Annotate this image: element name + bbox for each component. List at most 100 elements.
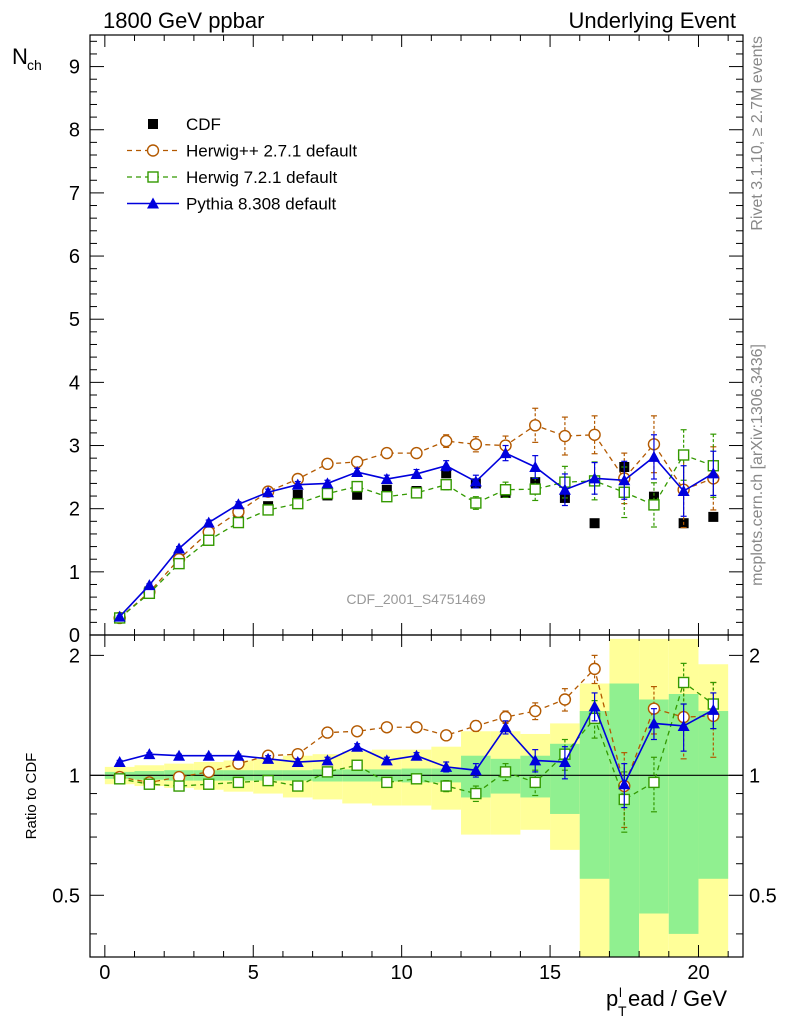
ratio-data-point [351,740,364,752]
main-data-point [173,557,185,570]
main-data-point [469,475,482,487]
ratio-data-point [469,719,483,733]
main-data-point [708,511,719,522]
main-y-tick-label: 7 [69,183,80,205]
main-data-point [292,489,303,500]
main-data-point [558,429,572,443]
main-data-point [173,542,186,554]
main-data-point [529,483,541,495]
main-data-point [262,504,274,516]
main-data-point [351,480,363,493]
ratio-x-tick-label: 5 [248,962,259,984]
ratio-data-point [202,765,215,779]
main-data-point [558,483,571,495]
ratio-data-point [321,754,334,766]
ratio-data-point [588,662,601,676]
ratio-data-point [143,748,156,760]
main-data-point [321,477,334,489]
ratio-data-point [292,780,304,792]
main-data-point [292,497,304,510]
ratio-data-point [469,764,482,776]
main-axes: 0 1 2 3 4 5 6 7 8 9 [69,35,743,647]
main-data-point [677,449,690,461]
main-y-axis-label-sub: ch [27,57,42,73]
left-title: 1800 GeV ppbar [103,8,264,33]
legend-entry: Herwig 7.2.1 default [127,168,337,187]
main-plot-panel: 0 1 2 3 4 5 6 7 8 9 CDF_2001_S4751469 N ch CDF Her… [12,34,744,647]
main-data-point [440,478,452,491]
main-data-point [143,579,156,591]
main-data-point [203,534,215,546]
legend-label: Herwig++ 2.7.1 default [186,142,357,161]
main-data-point [499,447,512,459]
ratio-data-point [291,756,304,768]
ratio-data-point [380,721,394,734]
main-data-point [618,474,631,486]
main-data-point [380,473,393,484]
ratio-y-tick-label-right: 0.5 [749,885,777,907]
ratio-data-point [410,773,423,785]
watermark: CDF_2001_S4751469 [346,591,486,607]
ratio-data-point [113,773,126,785]
legend-entry: Herwig++ 2.7.1 default [127,142,357,161]
main-data-point [707,467,720,479]
ratio-data-point [203,778,215,790]
ratio-data-point [529,704,542,718]
side-label-bottom: mcplots.cern.ch [arXiv:1306.3436] [749,344,766,586]
ratio-data-point [499,721,512,733]
ratio-x-tick-label: 20 [687,962,709,984]
ratio-frame [89,634,744,958]
ratio-x-tick-label: 15 [539,962,561,984]
legend-entry: CDF [148,115,221,134]
main-data-point [648,499,660,511]
ratio-data-point [499,766,512,778]
legend-entry: Pythia 8.308 default [127,195,337,214]
main-data-point [499,484,512,496]
ratio-data-point [558,693,572,706]
ratio-y-tick-label: 2 [69,645,80,667]
ratio-data-point [707,703,720,715]
ratio-data-point [618,778,631,790]
main-data-point [470,497,482,509]
ratio-data-point [677,719,690,731]
main-data-point [321,487,334,500]
main-data-marks [113,407,720,625]
main-data-point [113,610,126,622]
legend-label: Pythia 8.308 default [186,195,337,214]
main-data-point [588,472,601,484]
main-data-point [439,434,453,448]
ratio-data-point [648,776,660,789]
x-axis-label: p l T ead / GeV [606,985,727,1019]
ratio-data-point [173,780,185,792]
legend-marker [146,144,160,157]
ratio-data-point [647,717,660,729]
legend-label: Herwig 7.2.1 default [186,168,337,187]
main-y-tick-label: 3 [69,436,80,458]
main-data-point [351,466,364,478]
legend-marker [148,119,158,129]
main-data-point [441,468,452,479]
ratio-data-point [321,766,334,778]
ratio-data-point [321,726,334,739]
main-series-3 [113,434,720,622]
ratio-data-point [529,776,541,789]
ratio-data-point [232,776,245,789]
legend-marker [147,171,159,183]
ratio-data-point [232,749,245,761]
main-data-point [647,450,660,462]
x-axis-label-sup: l [619,985,622,1000]
right-title: Underlying Event [568,8,736,33]
ratio-y-axis-label: Ratio to CDF [23,753,40,840]
main-data-point [410,446,423,460]
ratio-data-point [202,749,215,761]
x-axis-label-sub: T [618,1003,627,1019]
main-data-point [410,487,423,499]
main-data-point [291,478,304,490]
ratio-data-point [381,776,393,789]
main-y-tick-label: 9 [69,57,80,79]
main-data-point [350,455,364,469]
ratio-inner-band [698,711,729,879]
main-data-point [530,477,541,488]
main-data-point [262,486,275,498]
main-data-point [529,461,542,472]
